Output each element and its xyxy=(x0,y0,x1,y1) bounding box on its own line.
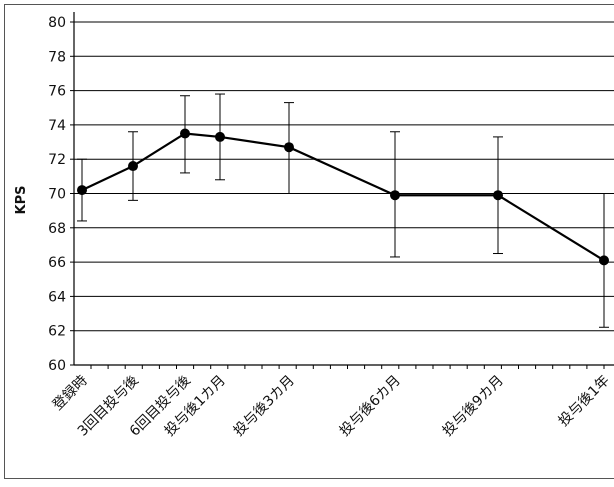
y-axis-label: KPS xyxy=(14,186,29,215)
y-tick-label: 66 xyxy=(48,255,66,271)
y-tick-label: 76 xyxy=(48,84,66,100)
y-tick-label: 70 xyxy=(48,187,66,203)
data-point xyxy=(390,190,400,200)
y-tick-label: 80 xyxy=(48,15,66,31)
y-tick-label: 72 xyxy=(48,152,66,168)
y-tick-label: 64 xyxy=(48,289,66,305)
data-point xyxy=(493,190,503,200)
data-point xyxy=(215,132,225,142)
y-tick-label: 68 xyxy=(48,221,66,237)
y-tick-label: 74 xyxy=(48,118,66,134)
data-point xyxy=(77,185,87,195)
data-point xyxy=(599,255,609,265)
data-point xyxy=(284,142,294,152)
data-point xyxy=(128,161,138,171)
y-tick-label: 62 xyxy=(48,324,66,340)
data-point xyxy=(180,128,190,138)
y-tick-label: 60 xyxy=(48,358,66,374)
y-tick-label: 78 xyxy=(48,49,66,65)
